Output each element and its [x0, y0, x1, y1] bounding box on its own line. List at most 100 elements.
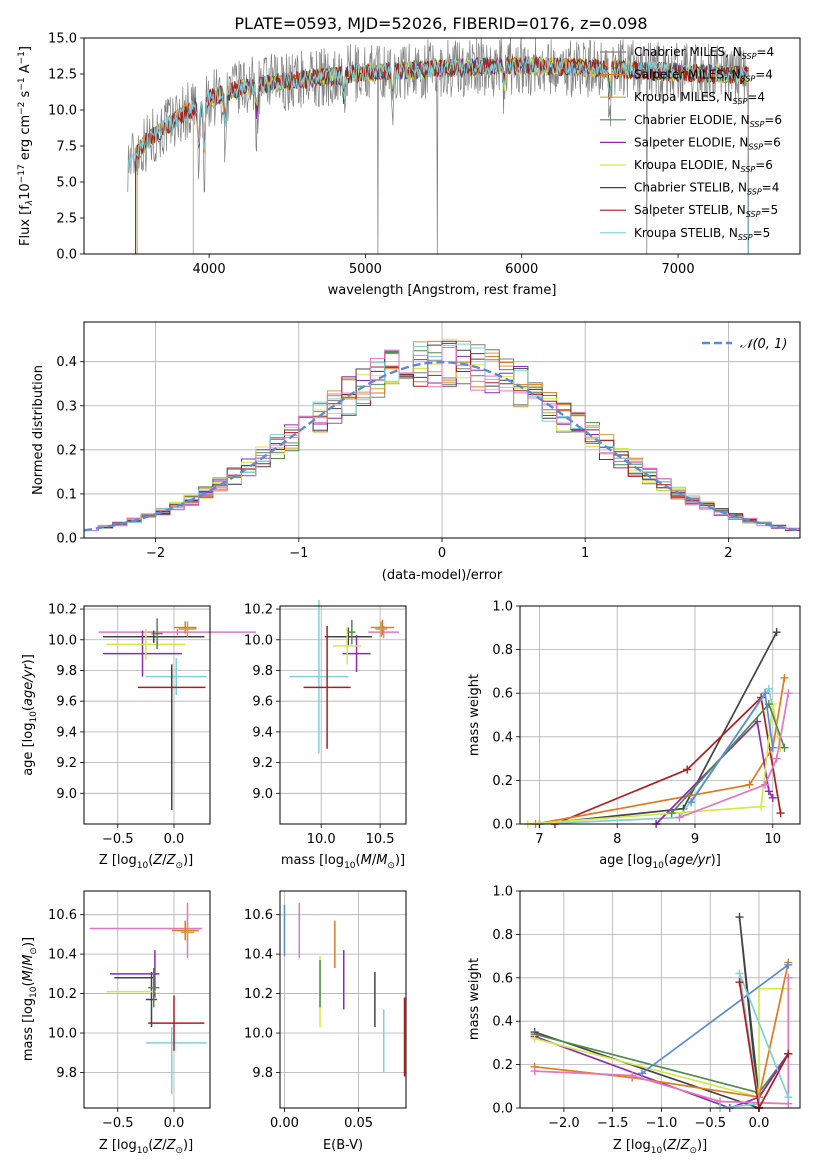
- weight-marker: [768, 743, 777, 752]
- errorbar-point: [180, 922, 195, 943]
- weight-marker: [780, 743, 789, 752]
- y-tick-label: 10.2: [244, 987, 273, 1002]
- x-tick-label: 8: [613, 832, 621, 847]
- y-tick-label: 10.4: [48, 948, 77, 963]
- gaussian-reference-curve: [84, 360, 800, 532]
- weight-marker: [768, 793, 777, 802]
- weight-marker: [675, 813, 684, 822]
- weight-series-line: [534, 962, 790, 1099]
- y-tick-label: 1.0: [492, 600, 513, 615]
- y-tick-label: 0.6: [492, 971, 513, 986]
- histogram-x-axis-label: (data-model)/error: [382, 568, 503, 583]
- panel-mass-vs-EBV: 0.00 0.05 9.8 10.0 10.2 10.4 10.6 E(B-V): [244, 890, 407, 1153]
- y-tick-label: 10.0: [48, 633, 77, 648]
- weight-series-line: [679, 693, 790, 819]
- y-tick-label: 10.0: [48, 104, 77, 119]
- panel-residual-histogram: −2 −1 0 1 2 0.0 0.1 0.2 0.3 0.4 𝒩(0, 1) (data-model…: [31, 321, 801, 583]
- x-tick-label: 5000: [349, 262, 382, 277]
- axes-frame: [279, 605, 407, 825]
- legend-entry: 𝒩(0, 1): [740, 337, 787, 352]
- x-tick-label: −2.0: [548, 1116, 580, 1131]
- errorbar-point: [148, 967, 160, 1008]
- y-tick-label: 9.0: [252, 787, 273, 802]
- x-tick-label: −1.0: [646, 1116, 678, 1131]
- y-tick-label: 9.4: [56, 725, 77, 740]
- spectrum-legend: Chabrier MILES, NSSP=4 Salpeter MILES, NS…: [600, 45, 782, 242]
- weight-series-line: [539, 686, 782, 825]
- errorbar-point: [370, 619, 395, 636]
- weight-series-line: [641, 964, 789, 1074]
- weight-marker: [784, 960, 793, 969]
- errorbar-point: [324, 627, 372, 646]
- y-tick-label: 10.6: [244, 908, 273, 923]
- panel-massweight-vs-age: 7 8 9 10 0.0 0.2 0.4 0.6 0.8 1.0 age [log10(age/yr…: [467, 600, 801, 871]
- y-tick-label: 0.2: [56, 443, 77, 458]
- y-tick-label: 5.0: [56, 176, 77, 191]
- y-tick-label: 2.5: [56, 212, 77, 227]
- spectrum-x-axis-label: wavelength [Angstrom, rest frame]: [328, 283, 557, 298]
- x-tick-label: 0.0: [749, 1116, 770, 1131]
- y-tick-label: 9.6: [252, 695, 273, 710]
- weight-series-line: [719, 973, 790, 1109]
- panel-massweight-vs-Z: −2.0 −1.5 −1.0 −0.5 0.0 0.0 0.2 0.4 0.6 0.8 1.0 Z […: [467, 885, 801, 1156]
- histogram-y-axis-label: Normed distribution: [31, 365, 46, 495]
- weight-marker: [780, 673, 789, 682]
- spectrum-series-line: [127, 56, 749, 254]
- y-tick-label: 0.0: [56, 248, 77, 263]
- plot-area-spectrum: [127, 38, 749, 254]
- axes-frame: [83, 890, 211, 1109]
- errorbar-point: [98, 629, 257, 636]
- y-tick-label: 9.0: [56, 787, 77, 802]
- plot-area-residual-histogram: [84, 338, 800, 532]
- x-tick-label: 10: [765, 832, 782, 847]
- plot-area-mass-vs-Z: [89, 902, 207, 1095]
- weight-marker: [764, 787, 773, 796]
- y-tick-label: 0.0: [492, 1102, 513, 1117]
- y-tick-label: 9.2: [56, 756, 77, 771]
- y-tick-label: 0.0: [492, 818, 513, 833]
- legend-entry: Chabrier ELODIE, NSSP=6: [634, 113, 782, 129]
- y-tick-label: 0.4: [56, 355, 77, 370]
- y-tick-label: 10.2: [48, 603, 77, 618]
- legend-entry: Chabrier MILES, NSSP=4: [634, 45, 774, 61]
- y-tick-label: 10.2: [244, 603, 273, 618]
- x-tick-label: −0.5: [102, 1116, 134, 1131]
- y-tick-label: 0.3: [56, 399, 77, 414]
- errorbar-point: [145, 658, 207, 696]
- y-tick-label: 9.6: [56, 695, 77, 710]
- y-tick-label: 10.0: [244, 1027, 273, 1042]
- weight-marker: [784, 689, 793, 698]
- y-tick-label: 0.8: [492, 928, 513, 943]
- y-tick-label: 12.5: [48, 68, 77, 83]
- errorbar-point: [289, 599, 349, 754]
- weight-series-line: [535, 677, 786, 825]
- histogram-legend: 𝒩(0, 1): [702, 337, 787, 352]
- weight-marker: [735, 969, 744, 978]
- y-tick-label: 9.8: [56, 1066, 77, 1081]
- errorbar-point: [375, 621, 388, 637]
- x-tick-label: −0.5: [102, 832, 134, 847]
- y-tick-label: 9.8: [56, 664, 77, 679]
- weight-marker: [761, 780, 769, 789]
- weight-marker: [784, 1093, 793, 1102]
- y-tick-label: 10.0: [244, 633, 273, 648]
- x-tick-label: 2: [724, 546, 732, 561]
- histogram-series: [84, 347, 800, 531]
- y-tick-label: 0.4: [492, 730, 513, 745]
- massweight-vs-Z-y-axis-label: mass weight: [467, 958, 482, 1040]
- mass-vs-Z-x-axis-label: Z [log10(Z/Z⊙)]: [99, 1138, 193, 1156]
- mass-vs-EBV-x-axis-label: E(B-V): [323, 1138, 363, 1153]
- y-tick-label: 9.8: [252, 664, 273, 679]
- weight-marker: [745, 780, 754, 789]
- weight-series-line: [527, 703, 782, 825]
- y-tick-label: 0.0: [56, 532, 77, 547]
- axes-frame: [83, 37, 801, 255]
- legend-entry: Kroupa ELODIE, NSSP=6: [634, 158, 773, 174]
- x-tick-label: 0.0: [164, 1116, 185, 1131]
- legend-entry: Chabrier STELIB, NSSP=4: [634, 181, 779, 197]
- y-tick-label: 1.0: [492, 885, 513, 900]
- axes-frame: [279, 890, 407, 1109]
- x-tick-label: 7: [535, 832, 543, 847]
- plot-area-massweight-vs-Z: [530, 913, 793, 1112]
- errorbar-point: [106, 629, 186, 660]
